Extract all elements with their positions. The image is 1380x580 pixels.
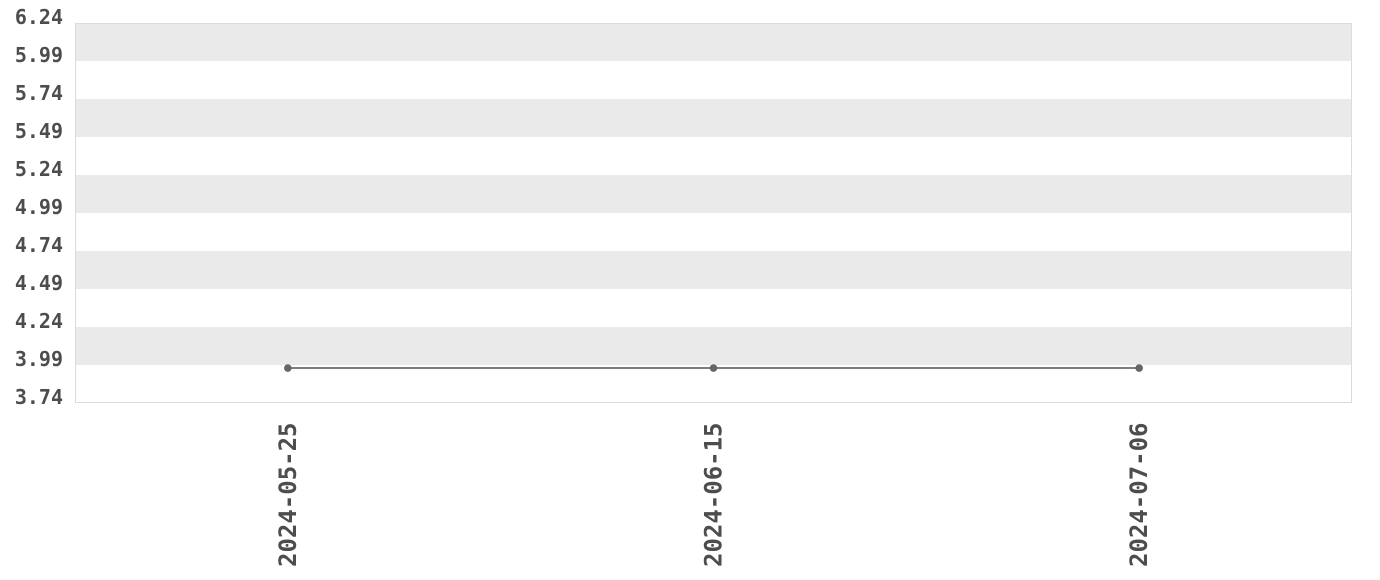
grid-band bbox=[75, 327, 1352, 365]
y-tick-label: 4.99 bbox=[15, 195, 63, 219]
grid-band bbox=[75, 175, 1352, 213]
y-tick-label: 4.74 bbox=[15, 233, 63, 257]
grid-band bbox=[75, 251, 1352, 289]
y-tick-label: 4.24 bbox=[15, 309, 63, 333]
y-tick-label: 3.74 bbox=[15, 385, 63, 409]
x-tick-label: 2024-07-06 bbox=[1125, 423, 1153, 568]
y-tick-label: 5.74 bbox=[15, 81, 63, 105]
y-tick-label: 6.24 bbox=[15, 5, 63, 29]
y-tick-label: 5.24 bbox=[15, 157, 63, 181]
plot-border bbox=[75, 23, 1352, 403]
x-tick-label: 2024-06-15 bbox=[700, 423, 728, 568]
grid-band bbox=[75, 99, 1352, 137]
y-tick-label: 5.99 bbox=[15, 43, 63, 67]
data-point bbox=[1135, 364, 1143, 372]
grid-band bbox=[75, 23, 1352, 61]
y-tick-label: 5.49 bbox=[15, 119, 63, 143]
y-tick-label: 4.49 bbox=[15, 271, 63, 295]
x-tick-label: 2024-05-25 bbox=[274, 423, 302, 568]
y-tick-label: 3.99 bbox=[15, 347, 63, 371]
data-point bbox=[709, 364, 718, 372]
data-point bbox=[284, 364, 292, 372]
